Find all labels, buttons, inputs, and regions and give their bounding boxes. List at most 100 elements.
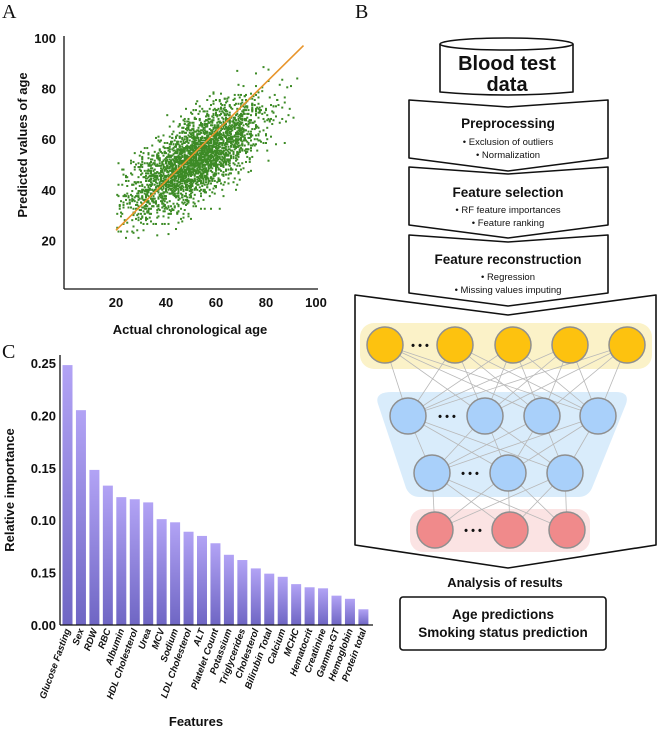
- hidden-node: [466, 397, 504, 435]
- data-point: [228, 172, 231, 175]
- data-point: [246, 133, 249, 136]
- data-point: [215, 167, 217, 170]
- data-point: [190, 164, 192, 167]
- data-point: [172, 186, 175, 189]
- data-point: [185, 135, 187, 138]
- data-point: [188, 158, 191, 161]
- data-point: [172, 188, 175, 191]
- data-point: [212, 157, 215, 160]
- data-point: [232, 135, 235, 138]
- data-point: [151, 167, 154, 170]
- data-point: [241, 144, 244, 147]
- ellipsis: • • •: [438, 411, 456, 423]
- data-point: [141, 188, 144, 191]
- data-point: [218, 168, 221, 171]
- data-point: [178, 183, 181, 186]
- data-point: [177, 154, 180, 157]
- data-point: [230, 167, 232, 170]
- data-point: [237, 126, 240, 129]
- data-point: [271, 123, 274, 126]
- data-point: [161, 160, 164, 163]
- svg-text:• Regression: • Regression: [481, 272, 535, 283]
- x-tick-label: 100: [305, 295, 327, 310]
- data-point: [246, 106, 249, 109]
- bar-label: RDW: [82, 626, 100, 652]
- data-point: [157, 197, 160, 200]
- data-point: [171, 191, 174, 194]
- data-point: [177, 198, 180, 201]
- data-point: [218, 178, 221, 181]
- data-point: [161, 188, 164, 191]
- data-point: [166, 147, 169, 150]
- data-point: [203, 157, 206, 160]
- data-point: [216, 121, 219, 124]
- data-point: [150, 172, 152, 175]
- data-point: [156, 234, 159, 237]
- data-point: [220, 141, 222, 144]
- data-point: [187, 166, 190, 169]
- data-point: [228, 148, 231, 151]
- data-point: [213, 124, 216, 127]
- data-point: [235, 102, 237, 105]
- data-point: [186, 196, 189, 199]
- data-point: [200, 152, 202, 155]
- data-point: [161, 179, 164, 182]
- data-point: [238, 124, 241, 127]
- data-point: [186, 138, 189, 141]
- data-point: [141, 155, 144, 158]
- data-point: [125, 174, 127, 177]
- data-point: [156, 176, 159, 179]
- data-point: [206, 177, 209, 180]
- data-point: [166, 141, 169, 144]
- data-point: [201, 150, 204, 153]
- data-point: [220, 158, 222, 161]
- data-point: [183, 168, 186, 171]
- data-point: [140, 181, 142, 184]
- data-point: [240, 134, 242, 137]
- data-point: [156, 211, 159, 214]
- data-point: [192, 159, 195, 162]
- data-point: [182, 148, 185, 151]
- data-point: [175, 155, 177, 158]
- data-point: [166, 174, 169, 177]
- data-point: [196, 152, 199, 155]
- data-point: [207, 150, 210, 153]
- data-point: [207, 179, 210, 182]
- data-point: [217, 143, 220, 146]
- data-point: [167, 205, 170, 208]
- data-point: [215, 150, 217, 153]
- data-point: [187, 152, 190, 155]
- data-point: [168, 158, 171, 161]
- data-point: [242, 111, 245, 114]
- data-point: [196, 153, 199, 156]
- data-point: [182, 188, 185, 191]
- data-point: [240, 117, 242, 120]
- data-point: [141, 172, 144, 175]
- data-point: [165, 190, 167, 193]
- y-tick-label: 0.15: [31, 566, 56, 581]
- bar: [223, 554, 234, 625]
- data-point: [130, 193, 132, 196]
- data-point: [227, 150, 230, 153]
- data-point: [180, 192, 182, 195]
- data-point: [212, 173, 215, 176]
- bar: [250, 568, 261, 625]
- data-point: [243, 106, 246, 109]
- data-point: [192, 169, 195, 172]
- data-point: [203, 159, 206, 162]
- data-point: [225, 154, 227, 157]
- data-point: [187, 173, 190, 176]
- data-point: [228, 114, 231, 117]
- data-point: [178, 123, 181, 126]
- data-point: [146, 201, 149, 204]
- data-point: [197, 171, 200, 174]
- data-point: [201, 129, 204, 132]
- data-point: [161, 197, 164, 200]
- data-point: [212, 162, 215, 165]
- data-point: [211, 138, 214, 141]
- data-point: [165, 195, 167, 198]
- data-point: [175, 145, 177, 148]
- data-point: [241, 131, 244, 134]
- input-node: [551, 326, 589, 364]
- data-point: [212, 114, 215, 117]
